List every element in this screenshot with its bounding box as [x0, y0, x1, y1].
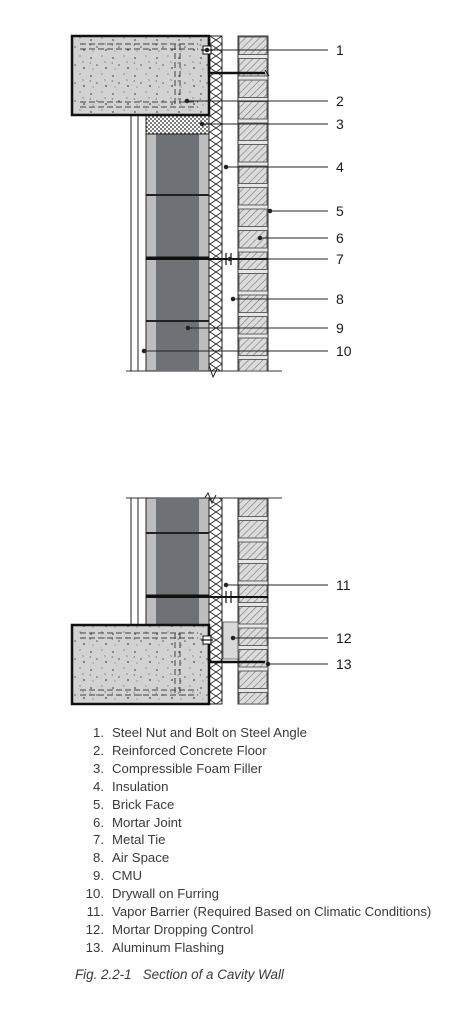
metal-tie-bottom	[146, 591, 268, 603]
brick	[238, 273, 268, 292]
brick	[238, 165, 268, 184]
cavity-wall-section-drawing: 1 2 3 4 5 6 7 8 9 10 11 12 13	[70, 34, 352, 706]
insulation-top	[208, 35, 223, 372]
compressible-foam-filler	[145, 114, 210, 135]
callout-7: 7	[336, 251, 344, 267]
brick	[238, 692, 268, 705]
brick	[238, 541, 268, 560]
legend-item: 13. Aluminum Flashing	[85, 939, 225, 955]
concrete-floor-top	[70, 34, 211, 117]
figure-label: Fig. 2.2-1	[75, 967, 132, 982]
legend-item: 11. Vapor Barrier (Required Based on Clim…	[86, 904, 432, 920]
brick	[238, 498, 268, 517]
callout-leaders-bottom	[223, 582, 328, 667]
legend-item: 2. Reinforced Concrete Floor	[93, 742, 267, 758]
legend-item: 3. Compressible Foam Filler	[93, 760, 263, 776]
concrete-floor-bottom	[70, 623, 211, 706]
drywall-bottom	[130, 498, 139, 625]
legend-item: 9. CMU	[93, 868, 143, 884]
figure-caption: Fig. 2.2-1 Section of a Cavity Wall	[75, 967, 284, 982]
callout-6: 6	[336, 230, 344, 246]
legend-item: 8. Air Space	[93, 850, 170, 866]
legend-item: 10. Drywall on Furring	[85, 886, 219, 902]
brick	[238, 187, 268, 206]
legend-item: 4. Insulation	[93, 778, 169, 794]
legend-item: 6. Mortar Joint	[93, 814, 182, 830]
callout-4: 4	[336, 159, 344, 175]
brick	[238, 58, 268, 77]
brick	[238, 670, 268, 689]
cmu-bottom	[145, 497, 210, 626]
callout-12: 12	[336, 630, 352, 646]
callout-3: 3	[336, 116, 344, 132]
brick	[238, 36, 268, 55]
callout-8: 8	[336, 291, 344, 307]
legend-item: 1. Steel Nut and Bolt on Steel Angle	[93, 725, 308, 740]
legend-list: 1. Steel Nut and Bolt on Steel Angle 2. Re…	[78, 724, 432, 957]
drywall-top	[130, 114, 146, 371]
brick	[238, 294, 268, 313]
insulation-bottom	[208, 497, 223, 705]
brick-face-top	[237, 35, 269, 372]
callout-1: 1	[336, 42, 344, 58]
brick	[238, 251, 268, 270]
callout-2: 2	[336, 93, 344, 109]
callout-leaders-top	[141, 47, 328, 354]
brick	[238, 584, 268, 603]
brick	[238, 606, 268, 625]
callout-numbers: 1 2 3 4 5 6 7 8 9 10 11 12 13	[336, 42, 352, 672]
brick	[238, 122, 268, 141]
callout-5: 5	[336, 203, 344, 219]
brick	[238, 337, 268, 356]
legend-item: 5. Brick Face	[93, 796, 175, 812]
legend-item: 12. Mortar Dropping Control	[85, 921, 254, 937]
callout-11: 11	[336, 577, 351, 593]
steel-angle-bolt-bottom	[201, 627, 265, 664]
legend-item: 7. Metal Tie	[93, 832, 166, 848]
callout-9: 9	[336, 320, 344, 336]
brick-face-bottom	[237, 497, 269, 705]
bottom-section	[70, 491, 328, 706]
brick	[238, 563, 268, 582]
brick	[238, 627, 268, 646]
brick	[238, 316, 268, 335]
brick	[238, 144, 268, 163]
brick	[238, 208, 268, 227]
brick	[238, 649, 268, 668]
brick	[238, 359, 268, 372]
figure-title: Section of a Cavity Wall	[142, 967, 284, 982]
brick	[238, 520, 268, 539]
brick	[238, 79, 268, 98]
brick	[238, 230, 268, 249]
mortar-dropping-control	[222, 621, 239, 660]
brick	[238, 101, 268, 120]
callout-10: 10	[336, 343, 352, 359]
top-section	[70, 34, 328, 379]
callout-13: 13	[336, 656, 352, 672]
cmu-top	[145, 133, 210, 372]
